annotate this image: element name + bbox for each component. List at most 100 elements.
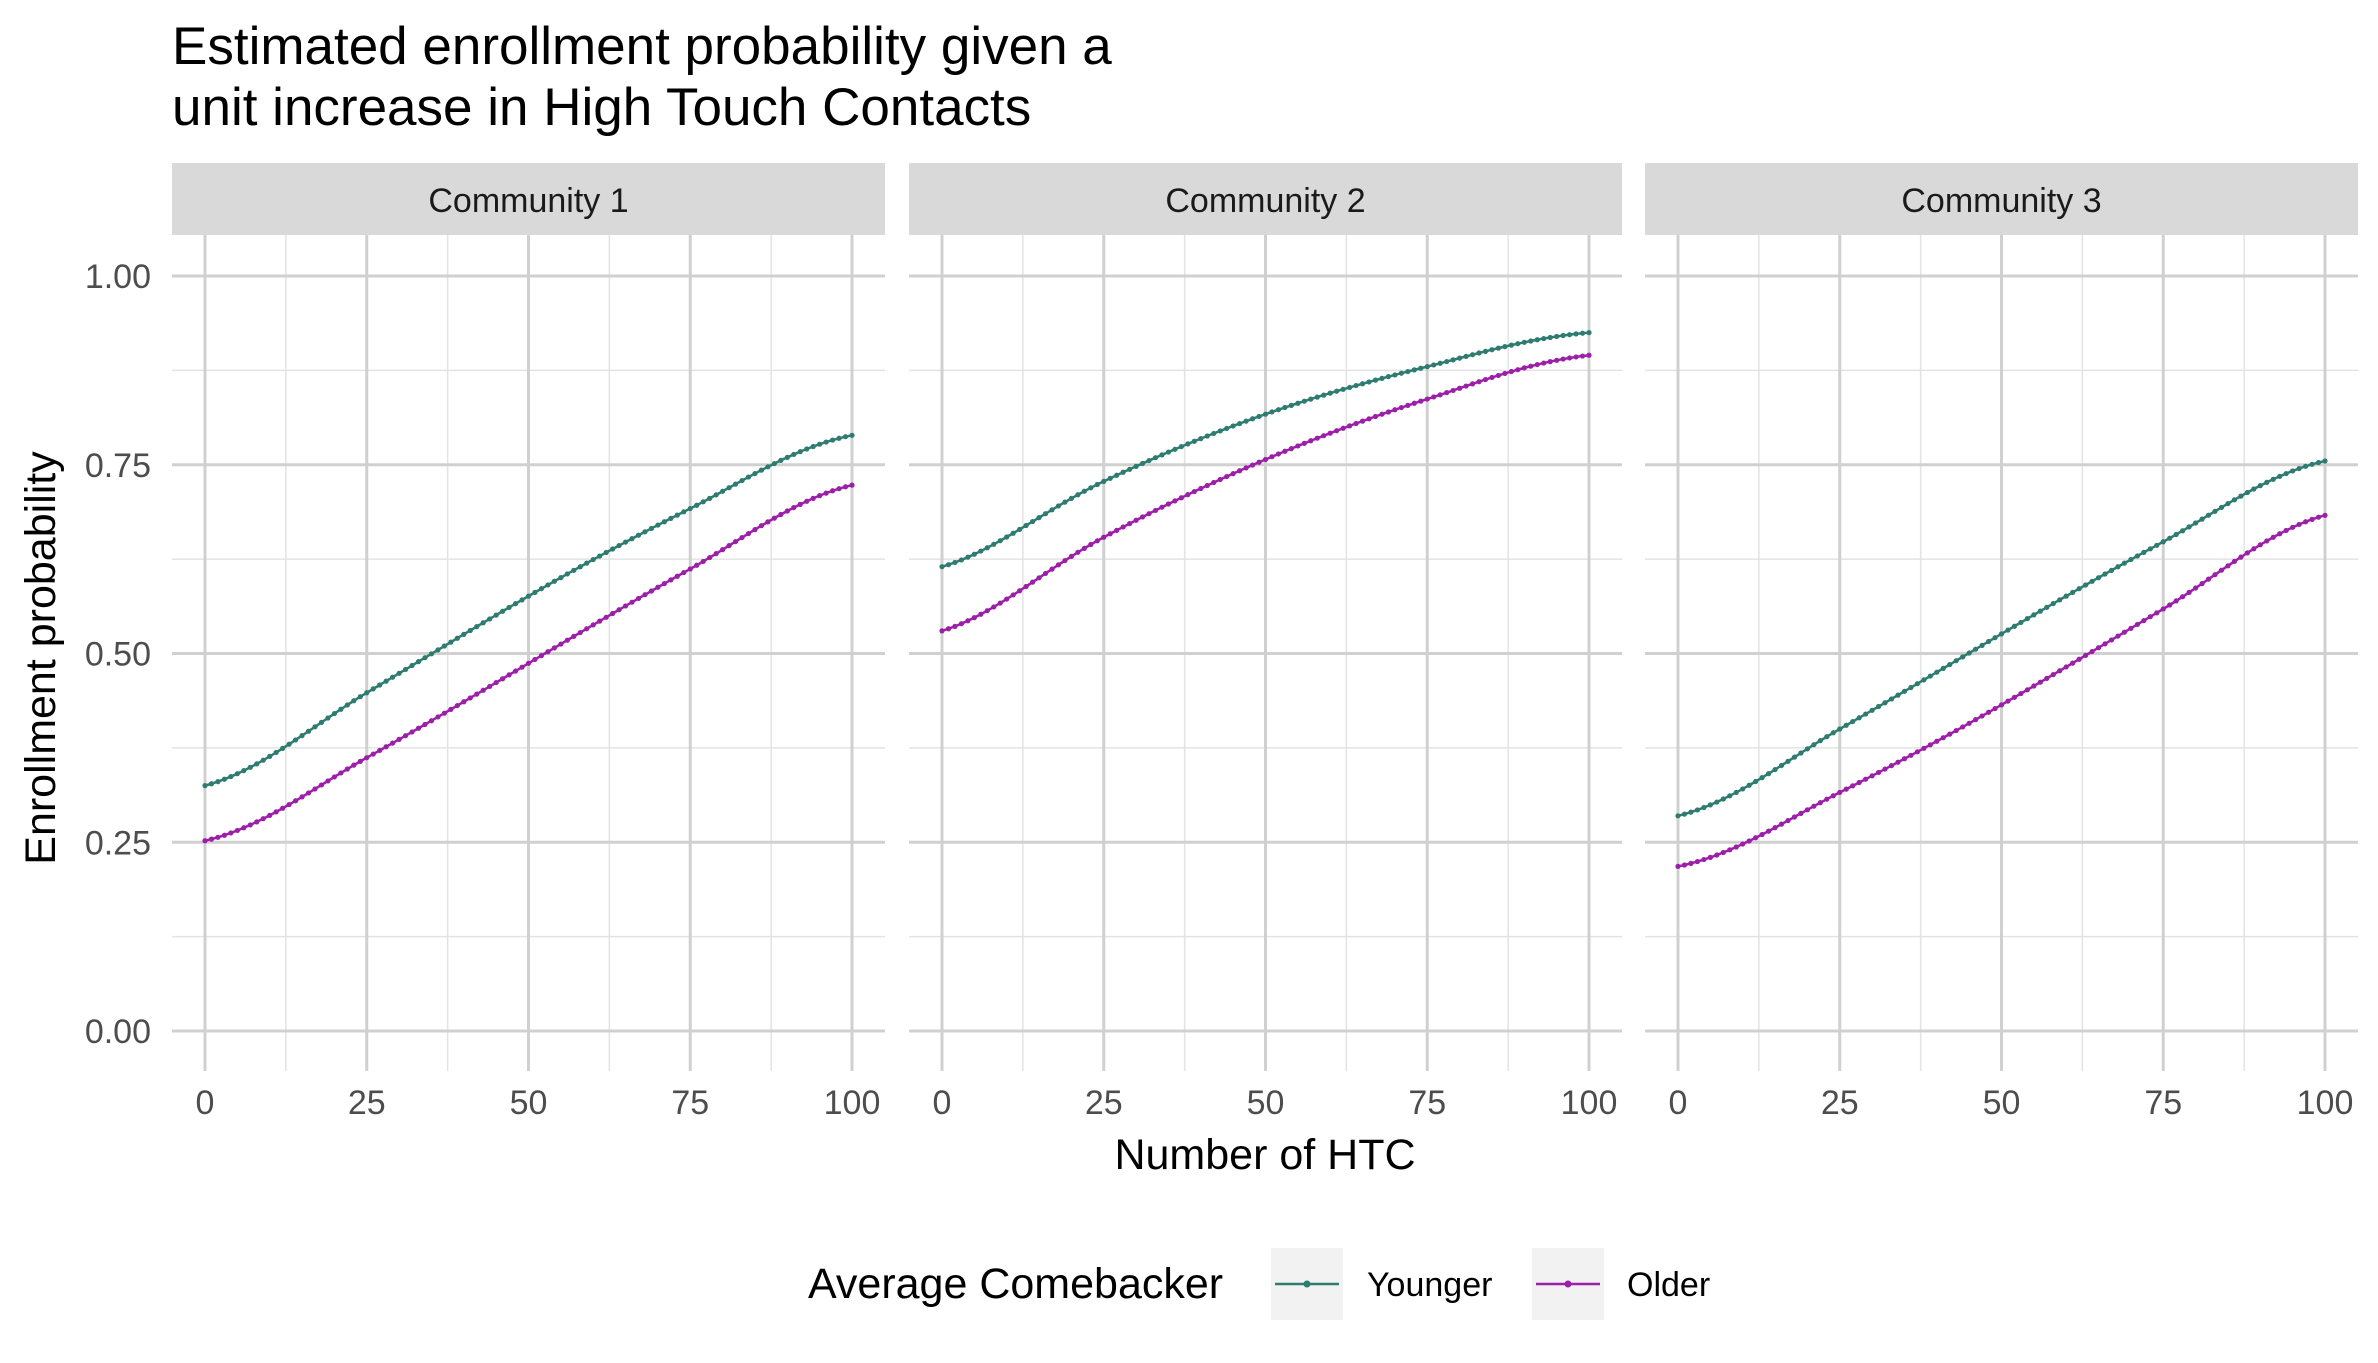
- data-point-younger: [577, 564, 583, 570]
- data-point-younger: [1055, 503, 1062, 509]
- data-point-younger: [1979, 642, 1985, 648]
- data-point-older: [771, 515, 777, 521]
- data-point-older: [584, 626, 590, 632]
- data-point-younger: [674, 512, 680, 518]
- data-point-older: [700, 558, 706, 565]
- data-point-older: [1347, 423, 1353, 429]
- data-point-older: [1359, 418, 1366, 424]
- data-point-older: [2134, 621, 2140, 628]
- data-point-older: [2218, 567, 2225, 573]
- data-point-older: [1398, 404, 1404, 411]
- data-point-younger: [2264, 479, 2270, 485]
- data-point-older: [681, 569, 687, 576]
- data-point-older: [280, 805, 286, 811]
- data-point-younger: [325, 715, 331, 721]
- data-point-older: [1094, 538, 1100, 544]
- data-point-younger: [1405, 368, 1411, 375]
- data-point-older: [1843, 786, 1849, 792]
- data-point-older: [1482, 376, 1489, 383]
- data-point-older: [1314, 435, 1320, 441]
- data-point-younger: [351, 698, 357, 704]
- data-point-older: [778, 511, 784, 518]
- y-tick-labels: 0.00 0.25 0.50 0.75 1.00: [85, 258, 151, 1051]
- data-point-younger: [1476, 350, 1482, 356]
- data-point-older: [849, 482, 855, 488]
- data-point-younger: [454, 635, 460, 641]
- data-point-older: [1114, 527, 1120, 533]
- y-tick-label: 0.00: [85, 1013, 151, 1051]
- data-point-younger: [2089, 578, 2095, 584]
- data-point-younger: [1385, 374, 1392, 380]
- data-point-younger: [1733, 789, 1739, 796]
- data-point-younger: [1230, 423, 1236, 429]
- data-point-older: [1489, 374, 1495, 381]
- data-point-younger: [681, 509, 687, 515]
- data-point-older: [1759, 831, 1765, 838]
- y-tick-label: 0.75: [85, 447, 151, 485]
- data-point-older: [1101, 534, 1107, 540]
- data-point-younger: [804, 446, 810, 452]
- data-point-older: [836, 486, 842, 492]
- data-point-older: [2193, 585, 2199, 591]
- data-point-younger: [1450, 357, 1456, 363]
- data-point-younger: [1927, 673, 1933, 679]
- data-point-younger: [797, 449, 803, 455]
- data-point-younger: [842, 434, 849, 440]
- data-point-younger: [2199, 516, 2205, 522]
- data-point-younger: [2231, 497, 2238, 503]
- data-point-younger: [2283, 470, 2289, 477]
- facet-strip-label: Community 3: [1901, 182, 2101, 220]
- data-point-younger: [2128, 556, 2134, 563]
- data-point-older: [1385, 409, 1392, 415]
- data-point-younger: [247, 764, 253, 770]
- facet-x-tick-labels: 0 25 50 75 100: [933, 1084, 1618, 1122]
- legend-item-older: Older: [1532, 1248, 1710, 1320]
- data-point-older: [2238, 554, 2244, 560]
- data-point-younger: [2257, 483, 2263, 489]
- data-point-younger: [538, 586, 545, 592]
- data-point-older: [1921, 745, 1927, 751]
- data-point-older: [1515, 367, 1521, 373]
- data-point-younger: [1314, 394, 1320, 400]
- data-point-younger: [1811, 742, 1817, 748]
- data-point-older: [1010, 592, 1016, 598]
- data-point-older: [2011, 694, 2018, 700]
- data-point-older: [797, 501, 803, 507]
- data-point-older: [965, 618, 971, 624]
- data-point-younger: [1198, 436, 1204, 442]
- data-point-older: [810, 495, 816, 501]
- data-point-older: [1036, 575, 1042, 581]
- data-point-younger: [952, 559, 958, 566]
- data-point-older: [2044, 675, 2050, 682]
- data-point-older: [428, 718, 435, 724]
- data-point-younger: [2290, 468, 2296, 474]
- data-point-older: [1081, 545, 1087, 551]
- data-point-younger: [571, 567, 577, 573]
- data-point-older: [1547, 359, 1553, 365]
- data-point-younger: [823, 439, 829, 445]
- data-point-older: [1740, 841, 1746, 847]
- data-point-younger: [661, 519, 667, 525]
- data-point-younger: [1224, 425, 1230, 432]
- data-point-younger: [984, 545, 990, 551]
- data-point-older: [2173, 598, 2179, 604]
- data-point-younger: [1327, 390, 1333, 396]
- data-point-older: [1159, 504, 1165, 510]
- facet-gridlines: [909, 235, 1622, 1071]
- data-point-older: [642, 592, 648, 598]
- data-point-younger: [616, 542, 622, 549]
- data-point-older: [842, 484, 849, 490]
- legend-item-younger: Younger: [1271, 1248, 1492, 1320]
- data-point-older: [1444, 390, 1450, 396]
- data-point-younger: [480, 620, 486, 626]
- data-point-older: [1746, 838, 1752, 844]
- data-point-younger: [461, 631, 467, 637]
- data-point-older: [1165, 501, 1172, 507]
- data-point-younger: [1017, 526, 1023, 532]
- data-point-older: [551, 645, 557, 651]
- data-point-younger: [1694, 807, 1701, 813]
- data-point-younger: [765, 464, 771, 470]
- x-tick-label: 0: [1669, 1084, 1688, 1122]
- data-point-older: [1960, 724, 1966, 730]
- data-point-younger: [958, 557, 965, 563]
